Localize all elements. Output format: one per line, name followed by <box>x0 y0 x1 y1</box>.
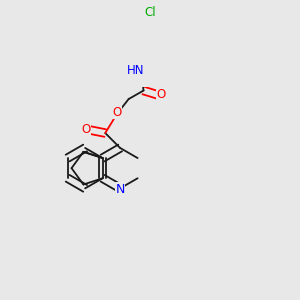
Text: O: O <box>82 123 91 136</box>
Text: N: N <box>116 183 125 196</box>
Text: Cl: Cl <box>144 6 156 20</box>
Text: O: O <box>157 88 166 101</box>
Text: HN: HN <box>127 64 144 77</box>
Text: N: N <box>116 183 125 196</box>
Text: HN: HN <box>127 64 145 77</box>
Text: O: O <box>112 106 122 119</box>
